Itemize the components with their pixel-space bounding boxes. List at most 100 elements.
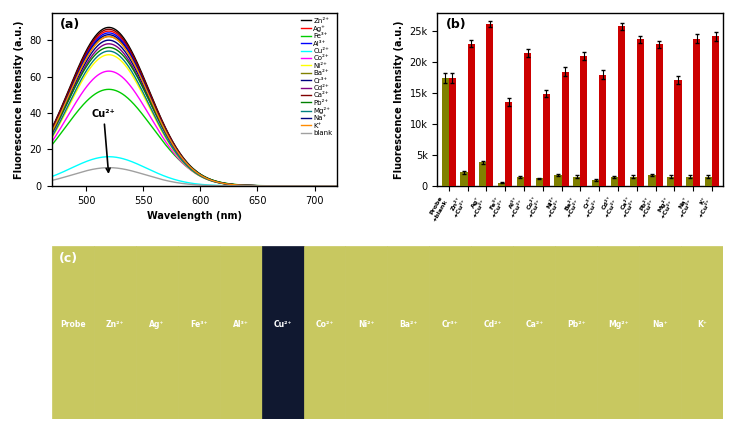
Text: Probe: Probe	[60, 320, 86, 329]
Text: Cr³⁺: Cr³⁺	[442, 320, 459, 329]
Bar	[430, 247, 472, 419]
Cd²⁺	[185, 165, 194, 170]
Ca²⁺	[47, 127, 56, 132]
K⁺	[218, 181, 227, 186]
Mg²⁺	[282, 183, 291, 188]
Text: Pb²⁺: Pb²⁺	[567, 320, 586, 329]
blank	[185, 182, 194, 187]
Ag⁺	[185, 163, 194, 168]
Line: Ni²⁺: Ni²⁺	[52, 55, 337, 186]
Bar	[712, 36, 719, 186]
Cd²⁺	[282, 183, 291, 188]
Text: Cd²⁺: Cd²⁺	[483, 320, 502, 329]
Bar	[667, 177, 675, 186]
Bar	[618, 27, 625, 186]
K⁺	[333, 183, 342, 188]
Al³⁺	[218, 181, 227, 186]
Text: (c): (c)	[58, 252, 77, 265]
Bar	[536, 178, 542, 186]
Line: Zn²⁺: Zn²⁺	[52, 27, 337, 186]
Na⁺	[327, 183, 336, 188]
Co²⁺	[185, 166, 194, 172]
Ag⁺	[47, 128, 56, 133]
Bar	[468, 44, 475, 186]
blank	[105, 165, 114, 170]
Co²⁺	[47, 140, 56, 145]
Ca²⁺	[202, 175, 211, 181]
Bar	[524, 53, 531, 186]
Bar	[387, 247, 430, 419]
Fe³⁺	[47, 143, 56, 148]
Bar	[498, 183, 505, 186]
Line: K⁺: K⁺	[52, 36, 337, 186]
K⁺	[202, 176, 211, 181]
Bar	[52, 247, 94, 419]
Bar	[220, 247, 261, 419]
Zn²⁺	[218, 181, 227, 186]
Text: (b): (b)	[446, 18, 466, 31]
Al³⁺	[105, 30, 114, 36]
Ni²⁺	[333, 183, 342, 188]
Co²⁺	[202, 177, 211, 182]
Cr³⁺	[333, 183, 342, 188]
Line: Cd²⁺: Cd²⁺	[52, 44, 337, 186]
Cu²⁺	[184, 180, 193, 185]
Pb²⁺	[333, 183, 342, 188]
Legend: Zn²⁺, Ag⁺, Fe³⁺, Al³⁺, Cu²⁺, Co²⁺, Ni²⁺, Ba²⁺, Cr³⁺, Cd²⁺, Ca²⁺, Pb²⁺, Mg²⁺, Na⁺: Zn²⁺, Ag⁺, Fe³⁺, Al³⁺, Cu²⁺, Co²⁺, Ni²⁺,…	[300, 16, 334, 138]
Na⁺	[47, 129, 56, 134]
Pb²⁺	[282, 183, 291, 188]
Ba²⁺	[105, 34, 114, 39]
Bar	[554, 175, 562, 186]
Ba²⁺	[185, 164, 194, 169]
Ag⁺	[105, 29, 114, 34]
Text: Ba²⁺: Ba²⁺	[399, 320, 418, 329]
Na⁺	[218, 181, 227, 186]
Cu²⁺	[218, 183, 227, 188]
Text: Ca²⁺: Ca²⁺	[525, 320, 543, 329]
Ag⁺	[333, 183, 342, 188]
Bar	[461, 172, 468, 186]
Co²⁺	[333, 183, 342, 188]
Line: Cu²⁺: Cu²⁺	[52, 157, 337, 186]
Mg²⁺	[333, 183, 342, 188]
Pb²⁺	[184, 161, 193, 166]
Al³⁺	[185, 163, 194, 169]
Zn²⁺	[184, 161, 193, 166]
Bar	[573, 177, 580, 186]
Mg²⁺	[184, 164, 193, 169]
Ca²⁺	[327, 183, 336, 188]
K⁺	[282, 183, 291, 188]
Cu²⁺	[105, 154, 114, 159]
Zn²⁺	[47, 126, 56, 131]
Na⁺	[185, 163, 194, 169]
Co²⁺	[282, 183, 291, 188]
Ca²⁺	[282, 183, 291, 188]
Ba²⁺	[184, 162, 193, 167]
Bar	[486, 24, 494, 186]
Text: Ag⁺: Ag⁺	[149, 320, 165, 329]
Al³⁺	[333, 183, 342, 188]
Zn²⁺	[185, 163, 194, 168]
Bar	[517, 177, 524, 186]
Line: Mg²⁺: Mg²⁺	[52, 51, 337, 186]
Cr³⁺	[282, 183, 291, 188]
Ni²⁺	[184, 165, 193, 170]
Text: Al³⁺: Al³⁺	[232, 320, 249, 329]
Line: blank: blank	[52, 168, 337, 186]
Zn²⁺	[333, 183, 342, 188]
Line: Na⁺: Na⁺	[52, 35, 337, 186]
Pb²⁺	[327, 183, 336, 188]
Fe³⁺	[327, 183, 336, 188]
Cr³⁺	[184, 163, 193, 168]
Bar	[449, 78, 456, 186]
Na⁺	[202, 176, 211, 181]
Bar	[345, 247, 387, 419]
Ca²⁺	[333, 183, 342, 188]
Cd²⁺	[333, 183, 342, 188]
Line: Co²⁺: Co²⁺	[52, 71, 337, 186]
Bar	[261, 247, 303, 419]
Zn²⁺	[105, 25, 114, 30]
Cd²⁺	[105, 41, 114, 46]
Bar	[592, 180, 599, 186]
Text: Ni²⁺: Ni²⁺	[358, 320, 375, 329]
